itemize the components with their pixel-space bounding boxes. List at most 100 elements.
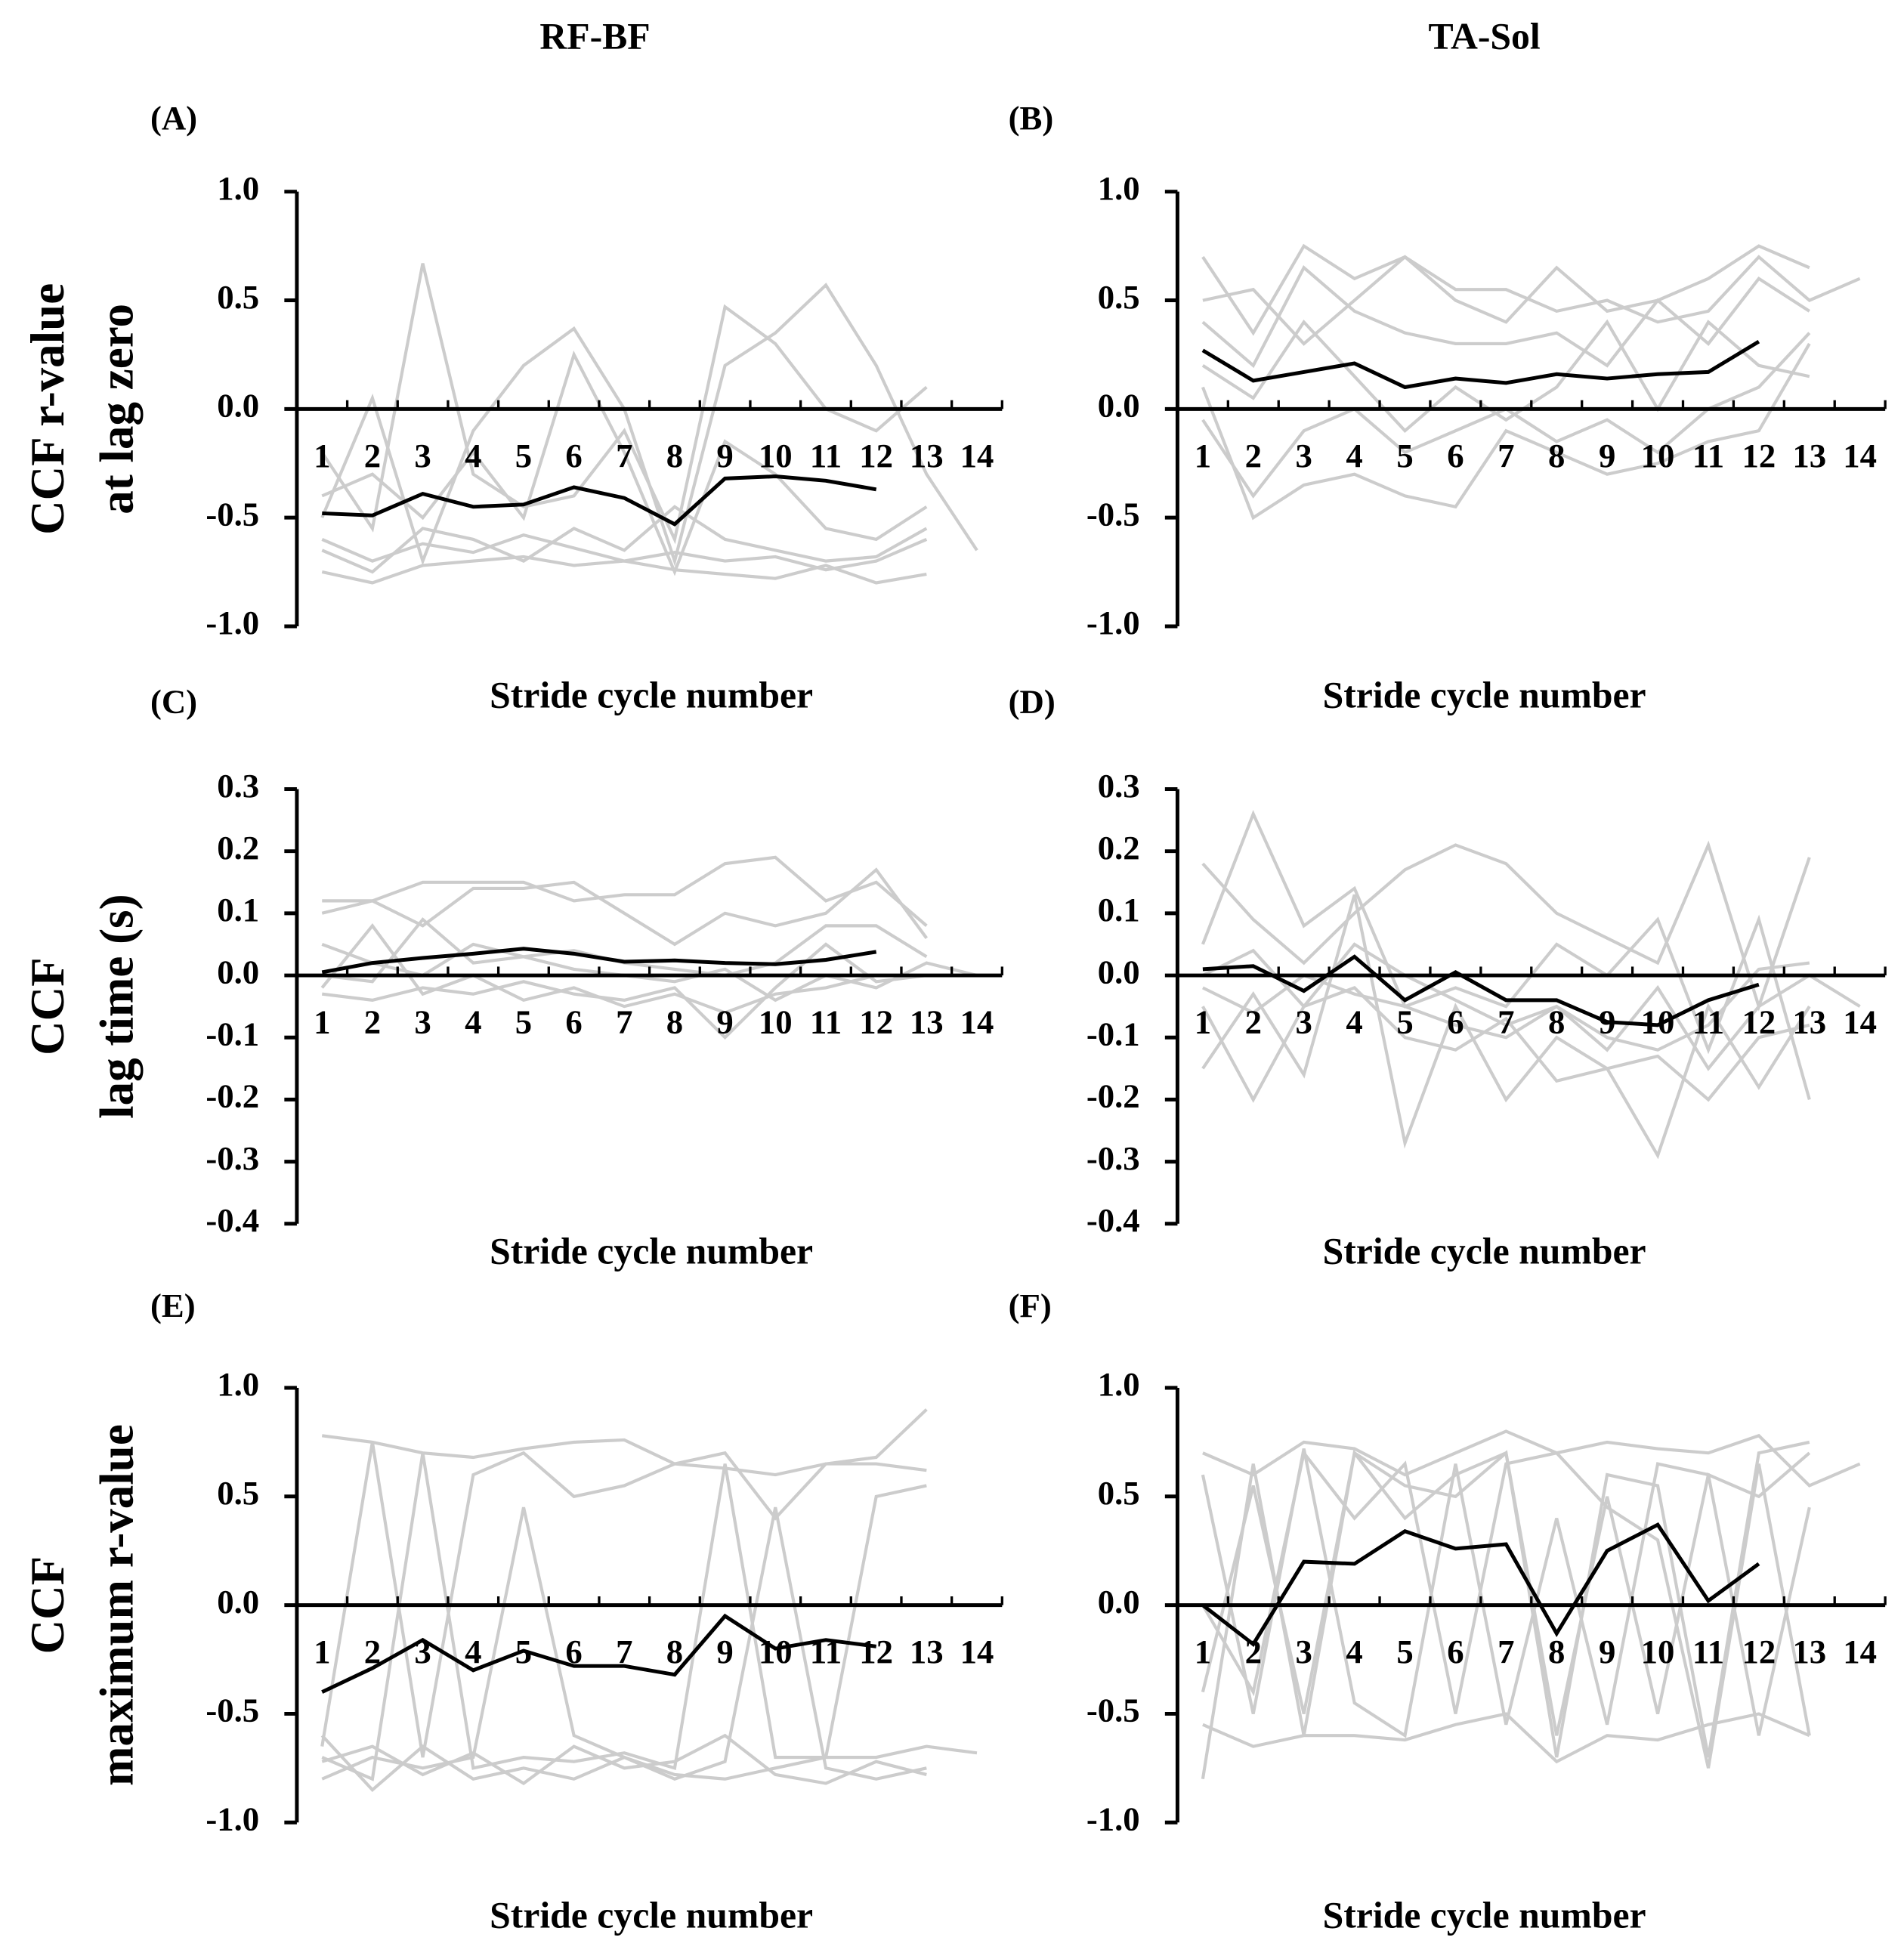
x-tick-label: 8 [666, 437, 683, 474]
x-tick-label: 7 [1498, 1633, 1514, 1670]
x-tick-label: 10 [1641, 437, 1675, 474]
y-tick-label: 0.5 [1098, 278, 1140, 316]
x-tick-label: 11 [810, 437, 842, 474]
y-tick-label: -0.3 [1086, 1139, 1140, 1177]
x-tick-label: 11 [1692, 1003, 1724, 1041]
x-tick-label: 13 [910, 1633, 944, 1670]
y-tick-label: -1.0 [206, 604, 259, 641]
y-tick-label: 0.0 [217, 953, 259, 990]
x-tick-label: 2 [364, 437, 381, 474]
x-tick-label: 13 [910, 1003, 944, 1041]
x-tick-label: 7 [616, 1003, 632, 1041]
x-tick-label: 7 [616, 437, 632, 474]
y-tick-label: -1.0 [1086, 604, 1140, 641]
series-line [321, 1452, 927, 1781]
x-tick-label: 8 [1548, 437, 1565, 474]
x-tick-label: 12 [859, 1633, 893, 1670]
series-line [322, 474, 877, 527]
x-tick-label: 8 [1548, 1003, 1565, 1041]
y-tick-label: 1.0 [217, 1365, 259, 1403]
x-tick-label: 12 [859, 1003, 893, 1041]
x-tick-label: 10 [759, 1633, 793, 1670]
y-tick-label: -0.5 [206, 495, 259, 533]
y-tick-label: -0.1 [1086, 1015, 1140, 1053]
x-axis-label: Stride cycle number [490, 1231, 813, 1272]
y-axis-label: at lag zero [90, 304, 143, 514]
series-line [321, 942, 927, 1040]
series-line [321, 505, 928, 574]
y-tick-label: 1.0 [217, 169, 259, 207]
y-tick-label: 0.1 [1098, 891, 1140, 929]
series-line [320, 1441, 927, 1758]
x-tick-label: 1 [1195, 1003, 1211, 1041]
x-tick-label: 9 [1599, 437, 1615, 474]
y-axis-label: maximum r-value [90, 1424, 143, 1786]
y-tick-label: -0.5 [1086, 495, 1140, 533]
series-line [1202, 1429, 1861, 1488]
x-tick-label: 6 [1447, 1003, 1464, 1041]
x-tick-label: 12 [1742, 1633, 1776, 1670]
x-tick-label: 13 [1792, 1003, 1826, 1041]
x-tick-label: 13 [1792, 437, 1826, 474]
x-tick-label: 10 [1641, 1633, 1675, 1670]
series-line [320, 283, 978, 567]
x-tick-label: 14 [960, 1633, 994, 1670]
series-line [322, 855, 928, 927]
x-tick-label: 14 [960, 1003, 994, 1041]
y-tick-label: 0.0 [1098, 953, 1140, 990]
panel-label: (B) [1009, 99, 1054, 137]
x-tick-label: 9 [1599, 1003, 1615, 1041]
series-line [1201, 340, 1760, 390]
x-tick-label: 14 [1843, 1633, 1877, 1670]
x-tick-label: 12 [1742, 1003, 1776, 1041]
x-axis-label: Stride cycle number [1323, 675, 1646, 716]
series-line [1201, 265, 1810, 369]
x-tick-label: 1 [314, 437, 330, 474]
x-tick-label: 7 [616, 1633, 632, 1670]
series-line [1201, 319, 1810, 434]
series-line [321, 867, 929, 947]
x-tick-label: 8 [666, 1003, 683, 1041]
series-line [321, 533, 928, 572]
x-tick-label: 4 [465, 437, 481, 474]
panel-label: (F) [1009, 1287, 1052, 1324]
x-tick-label: 6 [1447, 1633, 1464, 1670]
x-tick-label: 3 [1296, 437, 1312, 474]
y-tick-label: -0.5 [1086, 1692, 1140, 1729]
series-line [1201, 894, 1811, 1160]
x-tick-label: 5 [1396, 437, 1413, 474]
x-tick-label: 7 [1498, 1003, 1514, 1041]
y-axis-label: CCF r-value [21, 283, 74, 535]
series-line [320, 922, 927, 1015]
y-tick-label: 1.0 [1098, 1365, 1140, 1403]
x-tick-label: 5 [1396, 1633, 1413, 1670]
x-tick-label: 9 [716, 437, 733, 474]
x-tick-label: 3 [414, 1633, 431, 1670]
x-tick-label: 1 [314, 1633, 330, 1670]
x-tick-label: 2 [364, 1003, 381, 1041]
x-tick-label: 10 [1641, 1003, 1675, 1041]
x-tick-label: 4 [465, 1003, 481, 1041]
y-tick-label: 0.0 [1098, 1583, 1140, 1621]
x-tick-label: 5 [515, 1003, 532, 1041]
x-tick-label: 1 [1195, 437, 1211, 474]
y-tick-label: 0.1 [217, 891, 259, 929]
x-tick-label: 1 [314, 1003, 330, 1041]
series-line [1202, 954, 1760, 1027]
series-line [1201, 809, 1811, 1101]
y-tick-label: -0.3 [206, 1139, 259, 1177]
y-tick-label: -1.0 [1086, 1800, 1140, 1838]
x-tick-label: 12 [1742, 437, 1776, 474]
series-line [1201, 1522, 1760, 1648]
y-tick-label: 0.2 [1098, 829, 1140, 867]
x-tick-label: 13 [910, 437, 944, 474]
x-tick-label: 12 [859, 437, 893, 474]
y-tick-label: -0.4 [1086, 1201, 1140, 1239]
series-line [1201, 243, 1810, 336]
x-axis-label: Stride cycle number [1323, 1894, 1646, 1936]
x-tick-label: 3 [1296, 1003, 1312, 1041]
x-tick-label: 4 [1346, 1003, 1362, 1041]
x-tick-label: 10 [759, 1003, 793, 1041]
